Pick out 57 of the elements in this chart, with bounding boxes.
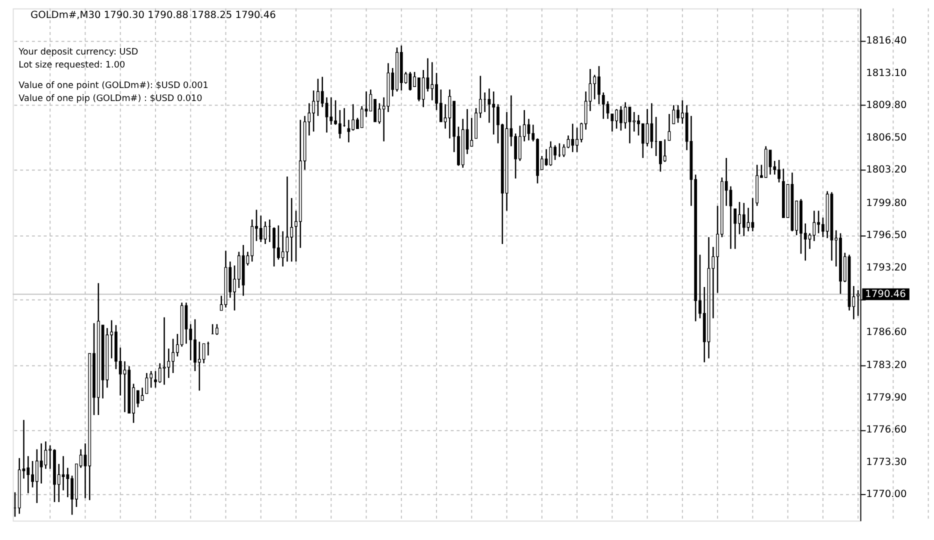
candlestick [66,467,70,498]
y-tick-label: 1779.90 [866,392,907,404]
candlestick [40,442,43,484]
candlestick [352,104,355,132]
candlestick [610,113,614,132]
candlestick [571,123,574,153]
y-tick-label: 1776.60 [866,424,907,436]
y-tick-label: 1806.50 [866,132,907,144]
candlestick [281,230,284,268]
candlestick [290,197,294,262]
candlestick [408,71,412,92]
candlestick [26,455,30,494]
annotation: Your deposit currency: USD [18,48,138,58]
candlestick [549,140,552,166]
candlestick [624,102,627,130]
candlestick [751,197,754,232]
y-tick-label: 1793.20 [866,262,907,274]
annotation: Lot size requested: 1.00 [18,60,126,70]
candlestick [734,208,737,250]
candlestick [663,138,666,163]
candlestick [123,360,126,413]
y-tick-label: 1816.40 [866,36,907,47]
chart-title: GOLDm#,M30 1790.30 1790.88 1788.25 1790.46 [30,10,276,22]
candlestick [158,362,162,384]
y-tick-label: 1809.80 [866,100,907,112]
annotation: Value of one pip (GOLDm#) : $USD 0.010 [18,94,203,104]
y-tick-label: 1799.80 [866,198,907,209]
candlestick [439,88,442,122]
y-tick-label: 1783.20 [866,360,907,372]
candlestick [492,90,496,136]
y-tick-label: 1773.30 [866,456,907,468]
y-tick-label: 1803.20 [866,164,907,176]
candlestick [259,215,262,243]
candlestick [360,106,364,128]
y-tick-label: 1796.50 [866,230,907,242]
ref-line-label: 1790.46 [865,289,906,300]
candlestick [632,111,636,132]
candlestick [338,109,342,140]
candlestick [742,202,746,237]
y-tick-label: 1770.00 [866,489,907,500]
candlestick [330,96,333,126]
candlestick [672,104,676,124]
candlestick [650,102,654,149]
annotation: Value of one point (GOLDm#): $USD 0.001 [18,81,208,92]
candlestick [812,210,816,242]
candlestick [167,348,170,379]
candlestick [140,387,144,402]
y-tick-label: 1786.60 [866,326,907,338]
candlestick [430,62,434,101]
candlestick [216,324,218,336]
candlestick [470,117,474,147]
candlestick [602,92,605,120]
candlestick [641,123,644,159]
candlestick [422,69,425,108]
candlestick [198,341,201,392]
candlestick [593,74,596,100]
y-tick-label: 1813.10 [866,68,907,79]
